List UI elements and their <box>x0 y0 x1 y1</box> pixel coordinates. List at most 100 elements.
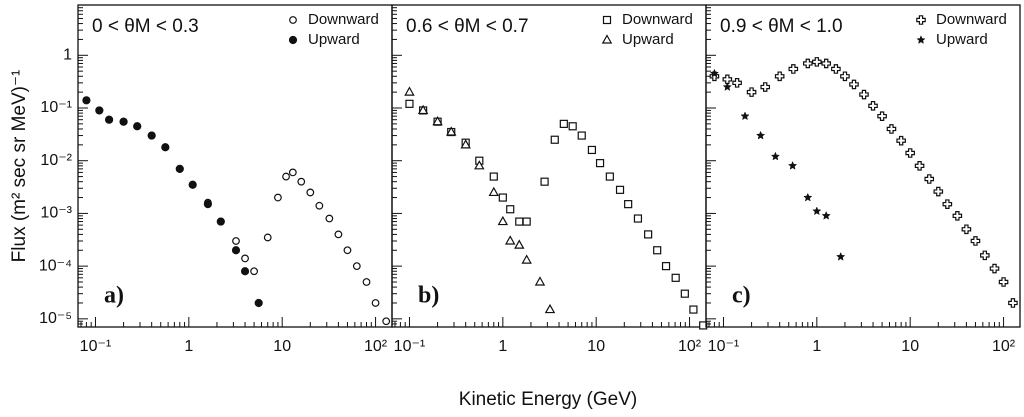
marker <box>382 317 391 326</box>
y-tick-label: 10⁻² <box>40 152 72 169</box>
x-tick-label: 10² <box>364 338 388 355</box>
marker <box>362 278 371 286</box>
marker <box>498 193 507 202</box>
marker <box>352 262 361 271</box>
x-tick-label: 10⁻¹ <box>80 338 112 355</box>
y-tick-label: 10⁻³ <box>40 205 72 222</box>
marker <box>644 230 653 239</box>
plot-frame <box>391 4 707 328</box>
marker <box>615 185 625 194</box>
marker <box>787 160 798 170</box>
legend-marker <box>289 16 297 24</box>
marker <box>282 172 290 181</box>
plot-frame <box>77 4 393 328</box>
panel: 10⁻¹ 1 10 10² Downward Upward 0.9 < θM < 1.0 c) <box>705 4 1021 355</box>
legend-label: Upward <box>622 31 674 48</box>
legend-label: Downward <box>936 11 1007 28</box>
marker <box>105 115 114 124</box>
legend-marker <box>288 35 298 45</box>
legend-marker <box>916 35 926 44</box>
marker <box>232 237 240 245</box>
y-tick-label: 10⁻⁴ <box>39 257 72 274</box>
marker <box>417 104 429 115</box>
x-tick-label: 10 <box>901 338 919 355</box>
marker <box>821 210 831 220</box>
marker <box>755 130 766 140</box>
marker <box>849 79 859 90</box>
legend-label: Upward <box>936 31 988 48</box>
marker <box>868 101 878 111</box>
marker <box>231 246 241 255</box>
marker <box>497 215 509 226</box>
marker <box>859 89 869 100</box>
legend-label: Upward <box>308 31 360 48</box>
marker <box>689 305 698 314</box>
marker <box>760 82 771 92</box>
marker <box>315 201 324 210</box>
marker <box>274 193 282 202</box>
marker <box>788 64 799 74</box>
marker <box>297 177 306 186</box>
y-tick-label: 1 <box>63 47 72 64</box>
panel: 10⁻¹ 1 10 10² Downward Upward 0.6 < θM < 0.7 b) <box>391 4 708 355</box>
marker <box>188 180 197 189</box>
marker <box>534 276 546 286</box>
marker <box>980 250 990 261</box>
marker <box>404 86 415 96</box>
marker <box>505 235 516 245</box>
marker <box>216 217 225 226</box>
marker <box>671 273 680 282</box>
marker <box>147 131 156 140</box>
marker <box>288 168 297 177</box>
marker <box>343 246 352 255</box>
panel-title: 0.9 < θM < 1.0 <box>720 16 843 37</box>
marker <box>161 143 170 152</box>
marker <box>653 246 662 255</box>
marker <box>240 267 250 276</box>
x-tick-label: 1 <box>812 338 821 355</box>
marker <box>1008 298 1018 308</box>
marker <box>250 267 258 276</box>
legend-marker <box>601 34 613 44</box>
marker <box>812 206 822 216</box>
panel-label: a) <box>104 283 124 309</box>
marker <box>732 78 742 88</box>
x-tick-label: 1 <box>498 338 507 355</box>
marker <box>515 217 524 226</box>
marker <box>896 135 906 146</box>
marker <box>95 106 104 115</box>
marker <box>445 126 457 136</box>
marker <box>803 192 813 202</box>
x-tick-label: 10 <box>273 338 291 355</box>
marker <box>133 122 142 131</box>
x-tick-label: 1 <box>184 338 193 355</box>
marker <box>568 122 577 131</box>
marker <box>970 236 981 246</box>
marker <box>506 205 515 214</box>
legend-label: Downward <box>622 11 693 28</box>
marker <box>821 58 832 69</box>
plot-frame <box>705 4 1021 328</box>
marker <box>82 96 91 105</box>
marker <box>831 64 841 74</box>
marker <box>514 239 525 249</box>
marker <box>952 211 963 221</box>
y-tick-label: 10⁻¹ <box>40 99 72 116</box>
marker <box>812 57 822 67</box>
legend-marker <box>916 15 926 25</box>
marker <box>432 115 443 126</box>
marker <box>595 159 605 168</box>
marker <box>709 68 720 78</box>
marker <box>371 299 380 307</box>
marker <box>998 277 1009 287</box>
marker <box>633 214 643 223</box>
marker <box>605 172 614 181</box>
panel-label: b) <box>418 283 439 309</box>
marker <box>774 71 785 82</box>
x-tick-label: 10⁻¹ <box>708 338 740 355</box>
marker <box>522 217 531 226</box>
marker <box>460 139 471 149</box>
panel: 10⁻¹ 1 10 10² 10⁻⁵ 10⁻⁴ 10⁻³ 10⁻² 10⁻¹ 1 Downward U… <box>39 4 393 355</box>
marker <box>334 230 343 239</box>
